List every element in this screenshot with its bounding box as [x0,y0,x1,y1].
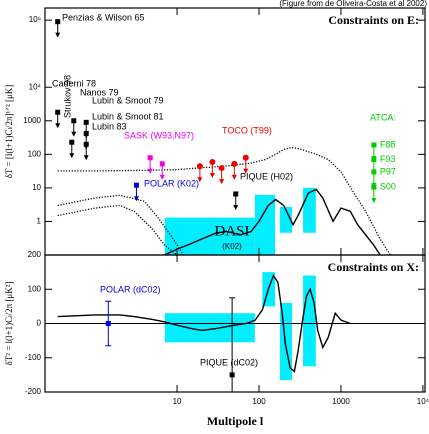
curve [57,274,351,373]
arrow-head [133,196,139,202]
group-label: POLAR (dC02) [100,284,161,294]
point [233,191,239,197]
x-tick-label: 100 [252,397,266,406]
point-label: F93 [380,154,396,164]
point [231,160,238,167]
group-label: TOCO (T99) [222,125,272,135]
arrow-head [197,177,203,183]
arrow-head [55,123,61,129]
arrow-head [371,198,377,204]
point [371,157,377,163]
arrow-head [55,32,61,38]
arrow-head [69,153,75,159]
arrow-head [233,204,239,210]
arrow-head [159,174,165,180]
group-label: ATCA: [370,112,396,122]
group-label: PIQUE (H02) [240,171,293,181]
y-tick-label: 0 [37,319,42,328]
arrow-head [147,168,153,174]
curve [164,188,381,255]
curve [57,204,178,255]
point [83,141,89,147]
point [105,321,111,326]
arrow-head [219,179,225,185]
y-tick-label: 100 [28,284,42,293]
band [279,206,293,233]
band [303,187,316,233]
arrow-head [71,131,77,137]
arrow-head [83,155,89,161]
panel-title: Constraints on X: [328,260,419,274]
group-label: Lubin & Smoot 81 [92,111,164,121]
group-label: Penzias & Wilson 65 [62,12,145,22]
point [371,169,377,175]
x-axis-label: Multipole l [207,414,264,428]
point [133,182,139,188]
y-tick-label: 1000 [23,116,41,125]
point [71,118,77,124]
x-tick-label: 10⁴ [417,397,429,406]
y-tick-label: 10⁶ [29,15,41,24]
arrow-head [231,174,237,180]
y-tick-label: 200 [28,250,42,259]
panel [45,272,425,392]
group-label: SASK (W93,N97) [124,130,194,140]
panel [55,19,391,255]
group-label: Nanos 79 [80,87,119,97]
point-label: P97 [380,166,396,176]
point [69,139,75,145]
point [218,165,225,172]
y-tick-label: 10 [32,183,41,192]
box-label: DASI [214,223,249,239]
arrow-head [243,168,249,174]
point [83,130,89,136]
x-tick-label: 10 [173,397,182,406]
point [55,19,61,25]
caption: (Figure from de Oliveira-Costa et al 200… [279,0,427,8]
point [196,163,203,170]
point [371,142,377,148]
group-label: PIQUE (dC02) [200,357,258,367]
x-tick-label: 1000 [332,397,350,406]
y-tick-label: 1 [37,217,42,226]
y-axis-label: δT = [l(l+1)Cₗ/2π]¹ᐟ² [μK] [4,85,14,179]
band [164,313,255,343]
point [371,184,377,190]
point [147,155,153,161]
y-tick-label: 10⁴ [29,82,42,91]
point-label: F88 [380,139,396,149]
point [242,154,249,161]
point [55,109,61,115]
group-label: Strukov 98 [62,75,72,118]
group-label: Lubin 83 [92,121,127,131]
point [159,161,165,167]
point-label: S00 [380,182,396,192]
y-tick-label: -100 [25,353,42,362]
band [254,194,276,255]
point [83,119,89,125]
group-label: Caderni 78 [52,78,96,88]
y-axis-label: δT² = l(l+1)Cₗ/2π [μK²] [4,282,14,366]
y-tick-label: 100 [28,149,42,158]
arrow-head [209,173,215,179]
panel-title: Constraints on E: [328,13,419,27]
box-sublabel: (K02) [222,242,242,251]
group-label: Lubin & Smoot 79 [92,95,164,105]
y-tick-label: -200 [25,387,42,396]
point [209,159,216,166]
group-label: POLAR (K02) [144,178,199,188]
curve [57,194,185,255]
point [229,372,235,378]
